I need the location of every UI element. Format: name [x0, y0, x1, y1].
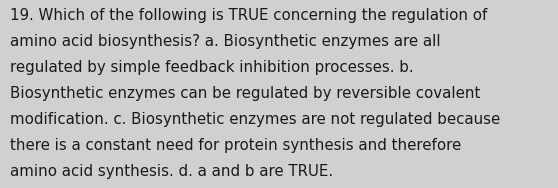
Text: Biosynthetic enzymes can be regulated by reversible covalent: Biosynthetic enzymes can be regulated by…: [10, 86, 480, 101]
Text: 19. Which of the following is TRUE concerning the regulation of: 19. Which of the following is TRUE conce…: [10, 8, 488, 24]
Text: modification. c. Biosynthetic enzymes are not regulated because: modification. c. Biosynthetic enzymes ar…: [10, 112, 501, 127]
Text: amino acid biosynthesis? a. Biosynthetic enzymes are all: amino acid biosynthesis? a. Biosynthetic…: [10, 34, 441, 49]
Text: amino acid synthesis. d. a and b are TRUE.: amino acid synthesis. d. a and b are TRU…: [10, 164, 333, 179]
Text: there is a constant need for protein synthesis and therefore: there is a constant need for protein syn…: [10, 138, 461, 153]
Text: regulated by simple feedback inhibition processes. b.: regulated by simple feedback inhibition …: [10, 60, 413, 75]
